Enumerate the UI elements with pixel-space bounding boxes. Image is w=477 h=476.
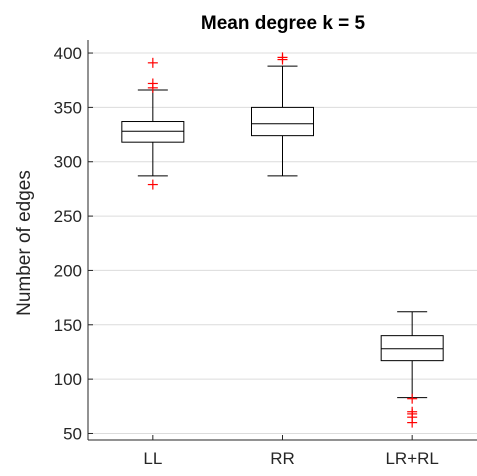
- outlier-point: [147, 179, 158, 190]
- y-tick-label: 50: [63, 424, 82, 443]
- box-iqr: [251, 106, 314, 137]
- y-tick-label: 100: [54, 370, 82, 389]
- y-tick-label: 250: [54, 207, 82, 226]
- y-tick-label: 200: [54, 261, 82, 280]
- box-ll: [121, 57, 185, 190]
- box-iqr: [121, 121, 185, 143]
- y-tick-label: 400: [54, 44, 82, 63]
- y-tick-label: 150: [54, 316, 82, 335]
- y-tick-label: 300: [54, 153, 82, 172]
- x-tick-label: LR+RL: [385, 449, 438, 468]
- outlier-point: [407, 417, 418, 428]
- outlier-point: [147, 78, 158, 89]
- axes: 50 100 150 200 250 300 350 400 LL RR LR+RL: [54, 40, 477, 468]
- box-iqr: [380, 335, 444, 362]
- y-axis-label: Number of edges: [14, 170, 35, 316]
- box-lr-rl: [380, 311, 444, 428]
- x-tick-label: LL: [143, 449, 162, 468]
- grid-lines: [88, 52, 477, 434]
- outlier-point: [147, 57, 158, 68]
- outlier-point: [407, 393, 418, 404]
- x-tick-label: RR: [270, 449, 295, 468]
- y-tick-label: 350: [54, 98, 82, 117]
- chart-title: Mean degree k = 5: [201, 13, 366, 34]
- outlier-point: [277, 52, 288, 63]
- box-series: [121, 52, 444, 428]
- box-rr: [251, 52, 314, 177]
